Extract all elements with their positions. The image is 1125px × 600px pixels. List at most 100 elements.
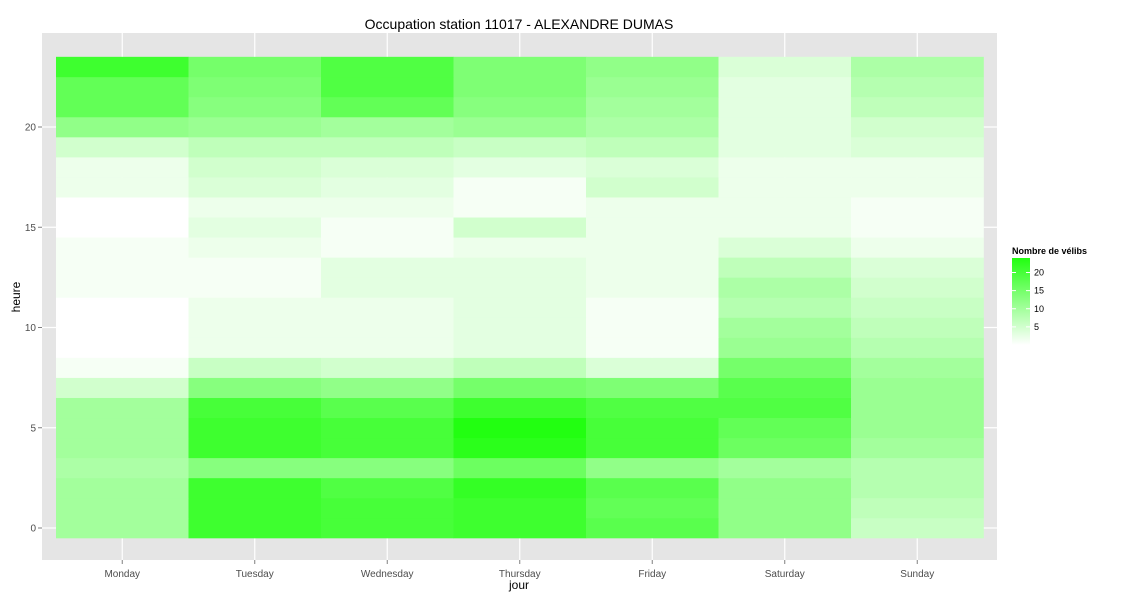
heatmap-cell xyxy=(586,317,719,338)
heatmap-cell xyxy=(321,337,454,358)
heatmap-cell xyxy=(718,257,852,278)
heatmap-cell xyxy=(453,317,587,338)
heatmap-cell xyxy=(56,137,189,158)
heatmap-cell xyxy=(188,177,322,198)
heatmap-cell xyxy=(718,116,852,138)
heatmap-cell xyxy=(718,477,852,499)
heatmap-cell xyxy=(188,417,322,439)
heatmap-cell xyxy=(851,497,984,519)
heatmap-cell xyxy=(586,297,719,318)
heatmap-cell xyxy=(188,397,322,419)
heatmap-cell xyxy=(321,56,454,78)
heatmap-cell xyxy=(586,237,719,258)
heatmap-cell xyxy=(718,437,852,459)
heatmap-cell xyxy=(851,517,984,539)
heatmap-cell xyxy=(453,217,587,238)
heatmap-cell xyxy=(188,357,322,378)
heatmap-cell xyxy=(321,96,454,118)
heatmap-cell xyxy=(851,177,984,198)
heatmap-cell xyxy=(453,237,587,258)
heatmap-cell xyxy=(321,277,454,298)
heatmap-cell xyxy=(188,457,322,479)
heatmap-cell xyxy=(188,116,322,138)
x-tick-label: Monday xyxy=(104,569,140,580)
heatmap-cell xyxy=(453,357,587,378)
heatmap-cell xyxy=(56,437,189,459)
heatmap-cell xyxy=(56,297,189,318)
heatmap-cell xyxy=(56,357,189,378)
heatmap-cell xyxy=(56,477,189,499)
heatmap-cell xyxy=(321,517,454,539)
heatmap-cell xyxy=(453,417,587,439)
heatmap-cell xyxy=(718,417,852,439)
heatmap-cell xyxy=(188,217,322,238)
heatmap-cell xyxy=(851,157,984,178)
y-axis-label: heure xyxy=(9,281,23,312)
heatmap-cell xyxy=(718,76,852,98)
heatmap-cell xyxy=(453,137,587,158)
x-tick-label: Thursday xyxy=(499,569,541,580)
heatmap-cell xyxy=(56,317,189,338)
heatmap-cell xyxy=(453,397,587,419)
heatmap-cell xyxy=(586,437,719,459)
heatmap-cell xyxy=(188,137,322,158)
heatmap-cell xyxy=(718,217,852,238)
legend-tick-label: 15 xyxy=(1034,286,1044,296)
legend-title: Nombre de vélibs xyxy=(1012,246,1087,256)
heatmap-cell xyxy=(851,477,984,499)
heatmap-cell xyxy=(453,337,587,358)
heatmap-cell xyxy=(718,337,852,358)
heatmap-cell xyxy=(56,237,189,258)
heatmap-cell xyxy=(56,177,189,198)
y-tick-label: 10 xyxy=(25,323,37,334)
heatmap-cell xyxy=(586,56,719,78)
heatmap-cell xyxy=(586,377,719,398)
heatmap-cell xyxy=(321,437,454,459)
heatmap-cell xyxy=(453,177,587,198)
heatmap-cell xyxy=(321,76,454,98)
heatmap-cell xyxy=(851,96,984,118)
heatmap-cell xyxy=(586,157,719,178)
heatmap-cell xyxy=(188,277,322,298)
heatmap-cell xyxy=(718,96,852,118)
heatmap-cell xyxy=(453,497,587,519)
heatmap-cell xyxy=(188,437,322,459)
heatmap-cell xyxy=(718,497,852,519)
heatmap-cell xyxy=(718,137,852,158)
heatmap-cell xyxy=(851,397,984,419)
heatmap-cell xyxy=(453,437,587,459)
heatmap-cell xyxy=(718,237,852,258)
heatmap-cell xyxy=(188,257,322,278)
y-axis-ticks: 0 5 10 15 20 xyxy=(25,123,42,535)
heatmap-cell xyxy=(586,277,719,298)
heatmap-cell xyxy=(321,197,454,218)
heatmap-cell xyxy=(718,397,852,419)
heatmap-cell xyxy=(851,437,984,459)
heatmap-cell xyxy=(586,177,719,198)
heatmap-cell xyxy=(586,497,719,519)
heatmap-cell xyxy=(56,337,189,358)
heatmap-cell xyxy=(851,457,984,479)
x-tick-label: Sunday xyxy=(900,569,934,580)
heatmap-cell xyxy=(453,457,587,479)
heatmap-cell xyxy=(321,457,454,479)
heatmap-cell xyxy=(453,116,587,138)
heatmap-cell xyxy=(453,157,587,178)
heatmap-cell xyxy=(453,96,587,118)
heatmap-cell xyxy=(188,157,322,178)
heatmap-cell xyxy=(188,237,322,258)
heatmap-cell xyxy=(321,116,454,138)
heatmap-cell xyxy=(586,477,719,499)
heatmap-cell xyxy=(718,457,852,479)
heatmap-cell xyxy=(453,197,587,218)
heatmap-cell xyxy=(188,96,322,118)
y-tick-label: 5 xyxy=(30,423,36,434)
heatmap-cell xyxy=(56,277,189,298)
heatmap-cell xyxy=(321,217,454,238)
heatmap-cell xyxy=(453,257,587,278)
heatmap-cell xyxy=(321,357,454,378)
legend-tick-label: 10 xyxy=(1034,304,1044,314)
heatmap-cell xyxy=(851,56,984,78)
heatmap-cell xyxy=(586,217,719,238)
